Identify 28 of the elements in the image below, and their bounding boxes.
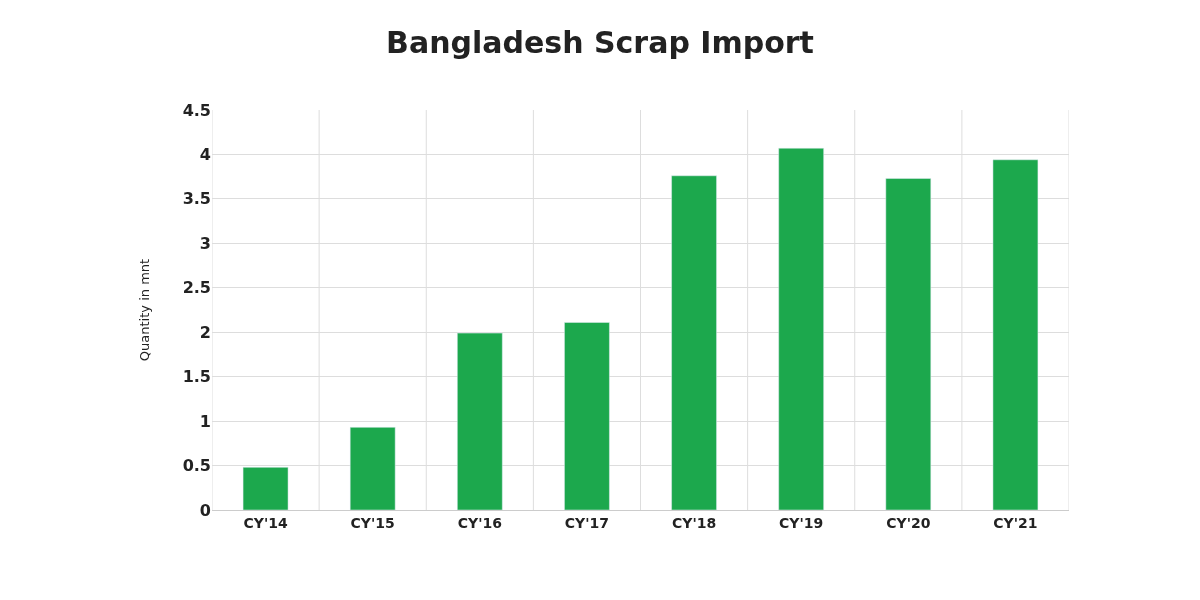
bar (457, 332, 503, 510)
y-tick-label: 0.5 (182, 456, 211, 476)
y-tick-label: 0 (199, 500, 211, 520)
y-tick-label: 3 (199, 233, 211, 253)
x-tick-label: CY'16 (457, 514, 502, 531)
y-tick-label: 2.5 (182, 278, 211, 298)
y-axis-title: Quantity in mnt (136, 258, 152, 362)
y-tick-label: 1 (199, 411, 211, 431)
chart-title: Bangladesh Scrap Import (386, 24, 814, 60)
x-tick-label: CY'15 (350, 514, 395, 531)
y-tick-label: 3.5 (182, 189, 211, 209)
x-tick-label: CY'18 (671, 514, 717, 531)
y-tick-label: 4 (199, 145, 211, 165)
bar (885, 178, 932, 510)
x-tick-label: CY'19 (779, 514, 824, 531)
x-tick-label: CY'20 (886, 514, 931, 531)
x-tick-label: CY'14 (243, 514, 288, 531)
bar (778, 147, 824, 510)
bar (564, 322, 610, 510)
y-tick-label: 1.5 (182, 367, 211, 387)
y-tick-label: 2 (199, 322, 211, 342)
bar (242, 467, 289, 510)
y-tick-label: 4.5 (182, 100, 211, 120)
bar (992, 159, 1039, 510)
x-tick-label: CY'17 (564, 514, 610, 531)
bar (671, 175, 717, 510)
x-tick-label: CY'21 (993, 514, 1038, 531)
bar (349, 427, 396, 510)
